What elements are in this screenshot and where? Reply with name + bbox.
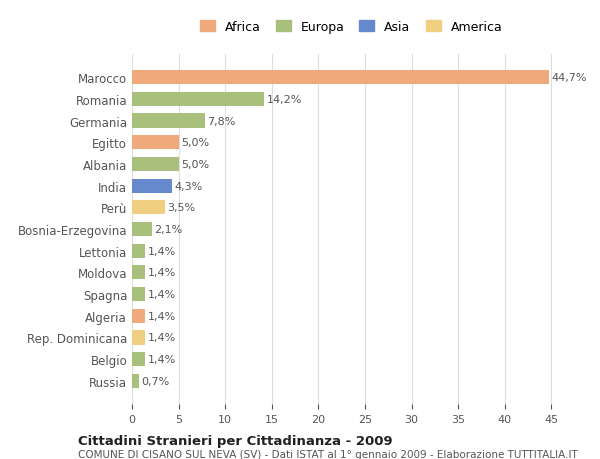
Legend: Africa, Europa, Asia, America: Africa, Europa, Asia, America [194,16,508,39]
Text: 7,8%: 7,8% [208,116,236,126]
Bar [132,223,152,236]
Bar [132,330,145,345]
Text: 1,4%: 1,4% [148,268,176,278]
Bar [132,157,179,172]
Bar [132,309,145,323]
Text: 1,4%: 1,4% [148,311,176,321]
Text: 1,4%: 1,4% [148,354,176,364]
Bar [132,201,164,215]
Bar [132,114,205,129]
Text: 14,2%: 14,2% [267,95,302,105]
Bar [132,287,145,302]
Text: 5,0%: 5,0% [181,160,209,169]
Text: 1,4%: 1,4% [148,246,176,256]
Text: 1,4%: 1,4% [148,290,176,299]
Text: 3,5%: 3,5% [167,203,196,213]
Text: 4,3%: 4,3% [175,181,203,191]
Bar [132,71,548,85]
Bar [132,266,145,280]
Text: COMUNE DI CISANO SUL NEVA (SV) - Dati ISTAT al 1° gennaio 2009 - Elaborazione TU: COMUNE DI CISANO SUL NEVA (SV) - Dati IS… [78,449,578,459]
Bar [132,374,139,388]
Bar [132,136,179,150]
Text: 44,7%: 44,7% [551,73,587,83]
Bar [132,353,145,366]
Text: 0,7%: 0,7% [142,376,170,386]
Bar [132,244,145,258]
Text: 1,4%: 1,4% [148,333,176,343]
Text: Cittadini Stranieri per Cittadinanza - 2009: Cittadini Stranieri per Cittadinanza - 2… [78,434,392,447]
Bar [132,93,265,106]
Text: 2,1%: 2,1% [154,224,182,235]
Text: 5,0%: 5,0% [181,138,209,148]
Bar [132,179,172,193]
